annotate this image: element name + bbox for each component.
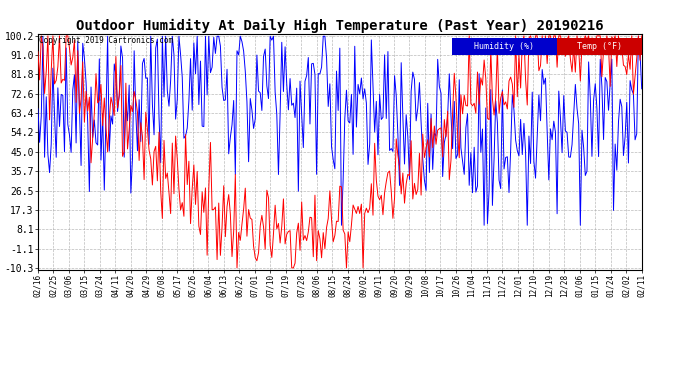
Text: Temp (°F): Temp (°F)	[577, 42, 622, 51]
Title: Outdoor Humidity At Daily High Temperature (Past Year) 20190216: Outdoor Humidity At Daily High Temperatu…	[76, 18, 604, 33]
FancyBboxPatch shape	[558, 39, 642, 55]
Text: Humidity (%): Humidity (%)	[474, 42, 534, 51]
Text: Copyright 2019 Cartronics.com: Copyright 2019 Cartronics.com	[39, 36, 172, 45]
FancyBboxPatch shape	[451, 39, 558, 55]
